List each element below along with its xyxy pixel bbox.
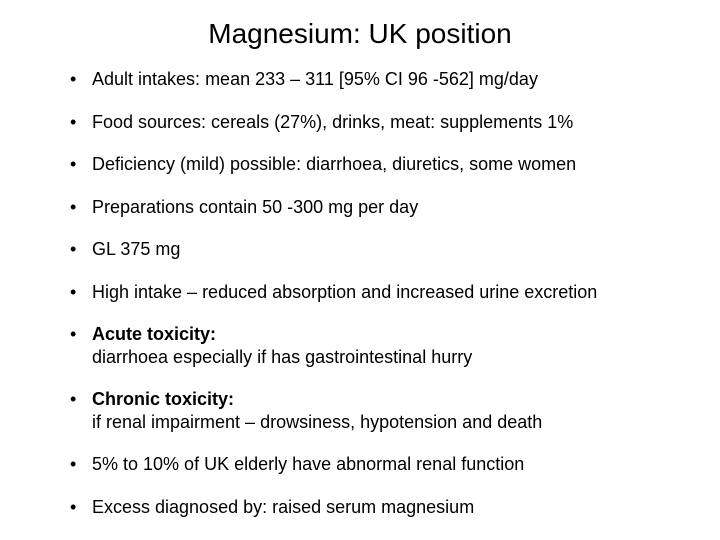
slide: Magnesium: UK position Adult intakes: me… [0, 0, 720, 540]
list-item: 5% to 10% of UK elderly have abnormal re… [70, 453, 680, 476]
slide-title: Magnesium: UK position [40, 18, 680, 50]
bullet-list: Adult intakes: mean 233 – 311 [95% CI 96… [40, 68, 680, 518]
bullet-lead: Acute toxicity: [92, 324, 216, 344]
list-item: Preparations contain 50 -300 mg per day [70, 196, 680, 219]
list-item: Acute toxicity: diarrhoea especially if … [70, 323, 680, 368]
bullet-text: Adult intakes: mean 233 – 311 [95% CI 96… [92, 69, 538, 89]
bullet-text: Food sources: cereals (27%), drinks, mea… [92, 112, 573, 132]
list-item: Deficiency (mild) possible: diarrhoea, d… [70, 153, 680, 176]
bullet-text: Deficiency (mild) possible: diarrhoea, d… [92, 154, 576, 174]
bullet-text: Preparations contain 50 -300 mg per day [92, 197, 418, 217]
list-item: Chronic toxicity: if renal impairment – … [70, 388, 680, 433]
bullet-text: 5% to 10% of UK elderly have abnormal re… [92, 454, 524, 474]
list-item: Food sources: cereals (27%), drinks, mea… [70, 111, 680, 134]
list-item: Adult intakes: mean 233 – 311 [95% CI 96… [70, 68, 680, 91]
bullet-text: GL 375 mg [92, 239, 180, 259]
bullet-lead: Chronic toxicity: [92, 389, 234, 409]
bullet-text: Excess diagnosed by: raised serum magnes… [92, 497, 474, 517]
list-item: Excess diagnosed by: raised serum magnes… [70, 496, 680, 519]
list-item: GL 375 mg [70, 238, 680, 261]
bullet-text: High intake – reduced absorption and inc… [92, 282, 597, 302]
bullet-sub: diarrhoea especially if has gastrointest… [92, 346, 680, 369]
bullet-sub: if renal impairment – drowsiness, hypote… [92, 411, 680, 434]
list-item: High intake – reduced absorption and inc… [70, 281, 680, 304]
